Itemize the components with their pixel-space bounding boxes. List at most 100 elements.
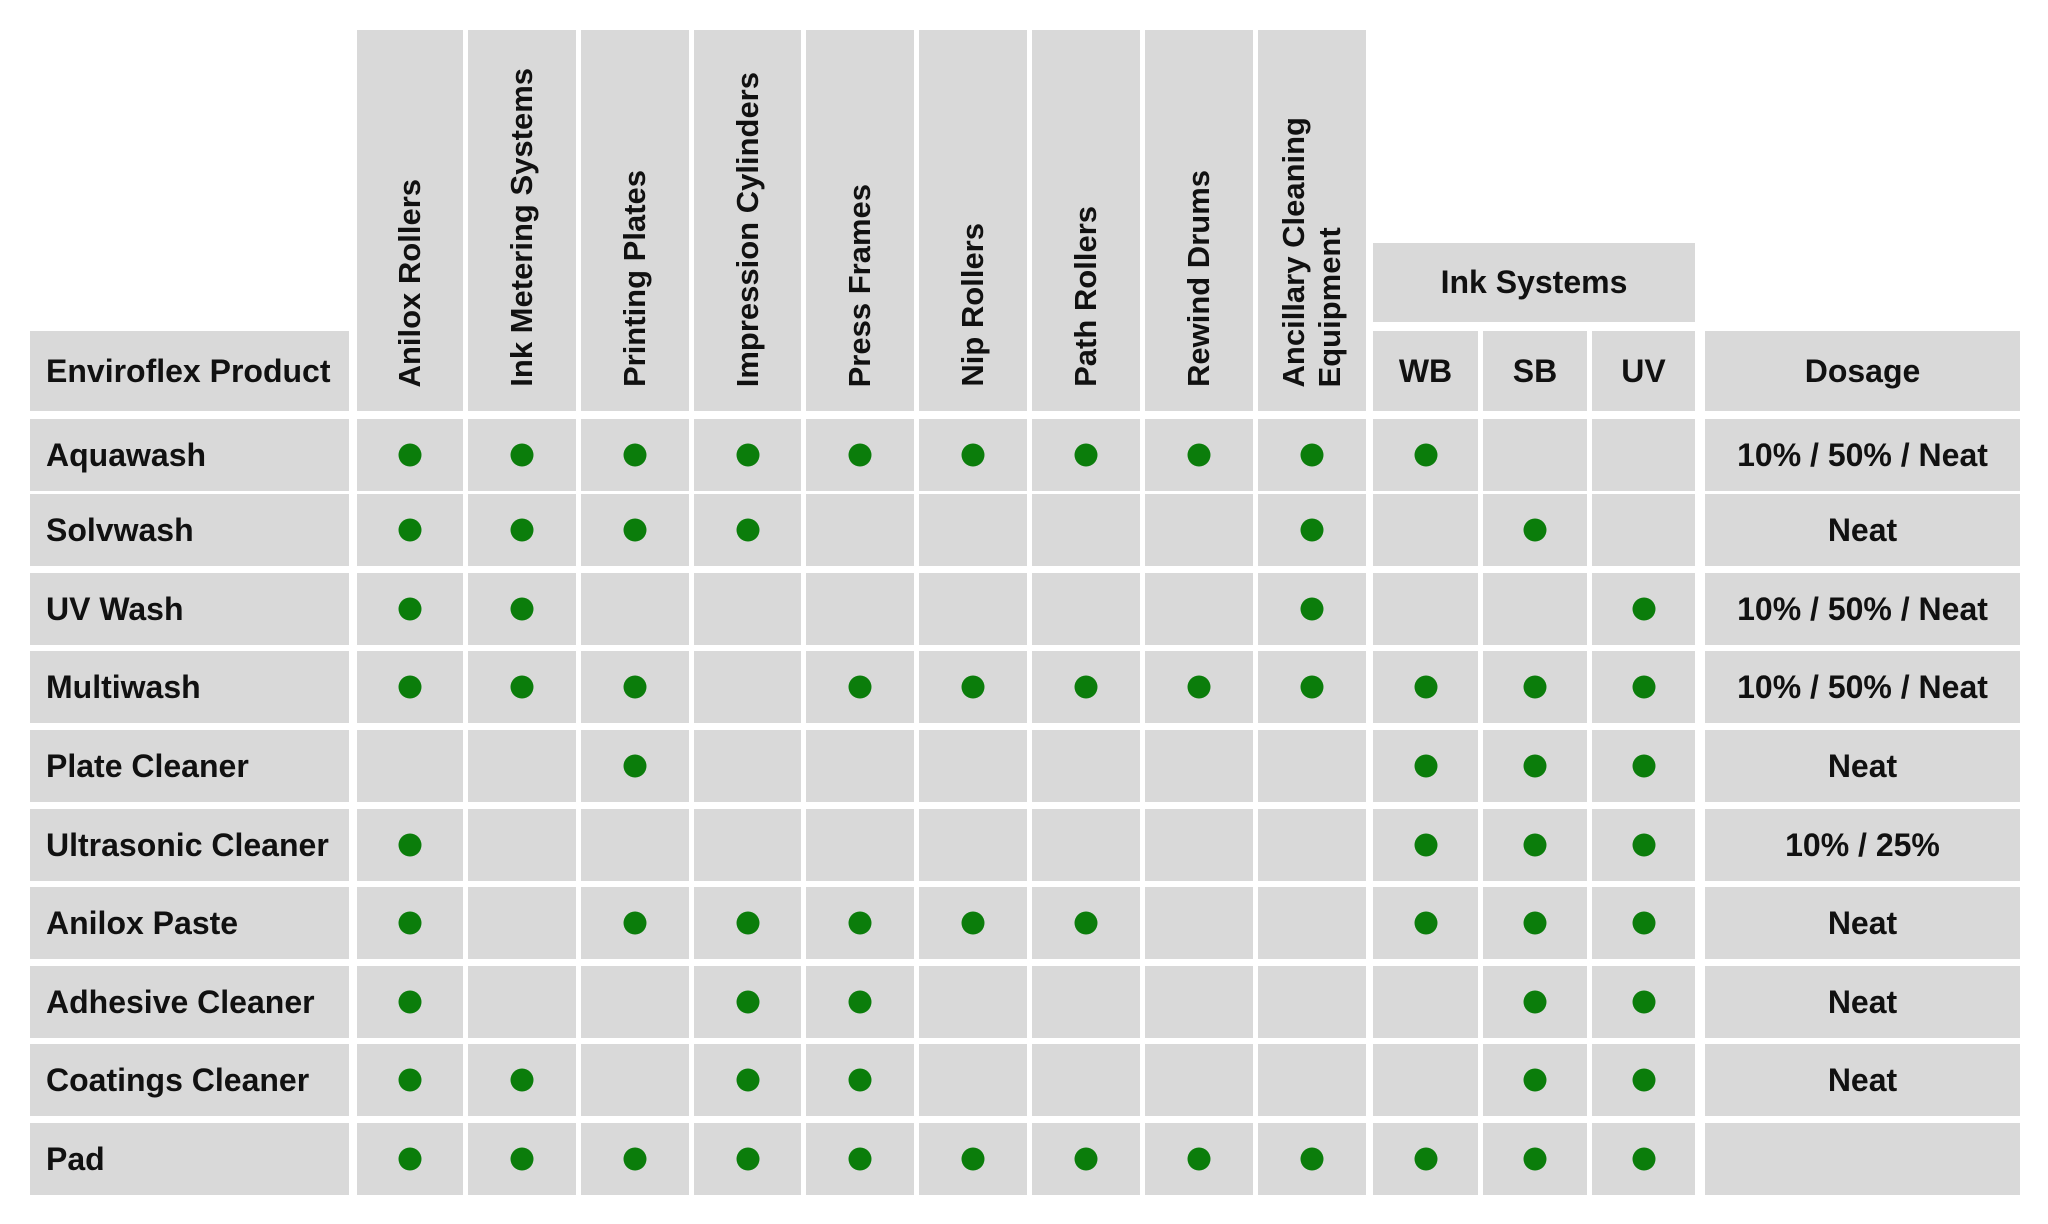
product-name: Pad [46,1140,105,1177]
corner-header: Enviroflex Product [30,331,349,411]
table-cell [1032,809,1140,881]
compatibility-dot [398,675,422,699]
compatibility-dot [1300,443,1324,467]
compatibility-dot [961,911,985,935]
compatibility-dot [1300,1147,1324,1171]
compatibility-dot [1187,443,1211,467]
compatibility-dot [961,443,985,467]
column-header-printing-plates: Printing Plates [581,30,689,411]
compatibility-dot [1632,990,1655,1014]
column-header-sb: SB [1483,331,1587,411]
compatibility-dot [848,911,872,935]
table-cell [581,419,689,491]
table-cell [694,573,801,645]
table-cell [694,494,801,566]
compatibility-dot [1074,675,1098,699]
dosage-cell: 10% / 50% / Neat [1705,573,2020,645]
compatibility-dot [1523,990,1547,1014]
table-cell [919,573,1027,645]
compatibility-dot [961,1147,985,1171]
table-cell [1592,1123,1695,1195]
table-cell [806,966,914,1038]
compatibility-dot [1414,443,1437,467]
product-name-cell: UV Wash [30,573,349,645]
table-cell [468,1044,576,1116]
table-cell [468,887,576,959]
compatibility-dot [848,675,872,699]
dosage-cell: Neat [1705,494,2020,566]
table-cell [1258,809,1366,881]
table-cell [581,1044,689,1116]
table-cell [1592,966,1695,1038]
dosage-cell: Neat [1705,966,2020,1038]
product-name-cell: Multiwash [30,651,349,723]
table-cell [581,966,689,1038]
table-cell [357,730,463,802]
table-cell [357,966,463,1038]
column-header-label: Ancillary Cleaning Equipment [1276,116,1347,387]
product-name: Aquawash [46,436,207,473]
compatibility-dot [1632,1147,1655,1171]
product-name-cell: Ultrasonic Cleaner [30,809,349,881]
table-cell [806,494,914,566]
table-cell [1373,809,1478,881]
compatibility-dot [736,990,759,1014]
dosage-cell: Neat [1705,1044,2020,1116]
product-name: Plate Cleaner [46,747,249,784]
compatibility-dot [1414,675,1437,699]
product-name-cell: Pad [30,1123,349,1195]
compatibility-dot [398,518,422,542]
table-cell [1032,966,1140,1038]
table-cell [694,419,801,491]
compatibility-dot [623,911,647,935]
table-cell [581,887,689,959]
column-header-press-frames: Press Frames [806,30,914,411]
table-cell [1258,966,1366,1038]
table-cell [1373,1123,1478,1195]
table-cell [581,494,689,566]
table-cell [806,730,914,802]
table-cell [694,809,801,881]
compatibility-dot [398,1068,422,1092]
table-cell [1592,1044,1695,1116]
table-cell [1592,573,1695,645]
table-cell [806,573,914,645]
column-header-uv: UV [1592,331,1695,411]
dosage-value: 10% / 50% / Neat [1737,436,1988,473]
table-cell [1373,730,1478,802]
product-name-cell: Anilox Paste [30,887,349,959]
table-cell [919,887,1027,959]
table-cell [694,887,801,959]
column-header-ink-metering-systems: Ink Metering Systems [468,30,576,411]
table-cell [468,494,576,566]
table-cell [1483,730,1587,802]
table-cell [1483,1123,1587,1195]
product-name: Adhesive Cleaner [46,983,315,1020]
table-cell [1373,887,1478,959]
dosage-cell: Neat [1705,887,2020,959]
dosage-value: Neat [1827,747,1898,784]
compatibility-dot [848,990,872,1014]
table-cell [1373,419,1478,491]
table-cell [919,419,1027,491]
table-cell [1145,966,1253,1038]
compatibility-dot [736,443,759,467]
table-cell [1145,887,1253,959]
compatibility-dot [848,1147,872,1171]
dosage-cell: 10% / 50% / Neat [1705,419,2020,491]
column-header-path-rollers: Path Rollers [1032,30,1140,411]
product-name: Ultrasonic Cleaner [46,826,329,863]
column-header-label: Anilox Rollers [392,178,427,387]
table-cell [919,966,1027,1038]
table-cell [1258,494,1366,566]
table-cell [694,730,801,802]
compatibility-dot [736,1147,759,1171]
table-cell [581,730,689,802]
table-cell [806,1123,914,1195]
table-cell [357,887,463,959]
table-cell [1145,1044,1253,1116]
table-cell [1483,966,1587,1038]
table-cell [919,1044,1027,1116]
table-cell [468,419,576,491]
column-header-nip-rollers: Nip Rollers [919,30,1027,411]
